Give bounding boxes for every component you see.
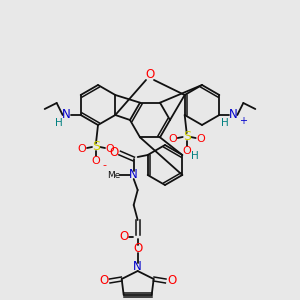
Text: H: H: [221, 118, 229, 128]
Text: O: O: [119, 230, 128, 244]
Text: O: O: [133, 242, 142, 256]
Text: -: -: [102, 160, 106, 170]
Text: H: H: [191, 151, 199, 161]
Text: S: S: [92, 140, 100, 154]
Text: O: O: [106, 144, 114, 154]
Text: S: S: [183, 130, 191, 143]
Text: O: O: [78, 144, 86, 154]
Text: +: +: [239, 116, 247, 126]
Text: O: O: [109, 146, 118, 160]
Text: H: H: [55, 118, 63, 128]
Text: O: O: [99, 274, 108, 287]
Text: O: O: [182, 146, 191, 156]
Text: O: O: [168, 134, 177, 144]
Text: O: O: [92, 156, 100, 166]
Text: N: N: [129, 169, 138, 182]
Text: N: N: [229, 109, 238, 122]
Text: N: N: [62, 109, 71, 122]
Text: O: O: [146, 68, 154, 82]
Text: N: N: [133, 260, 142, 274]
Text: O: O: [196, 134, 205, 144]
Text: O: O: [167, 274, 176, 287]
Text: Me: Me: [107, 170, 120, 179]
